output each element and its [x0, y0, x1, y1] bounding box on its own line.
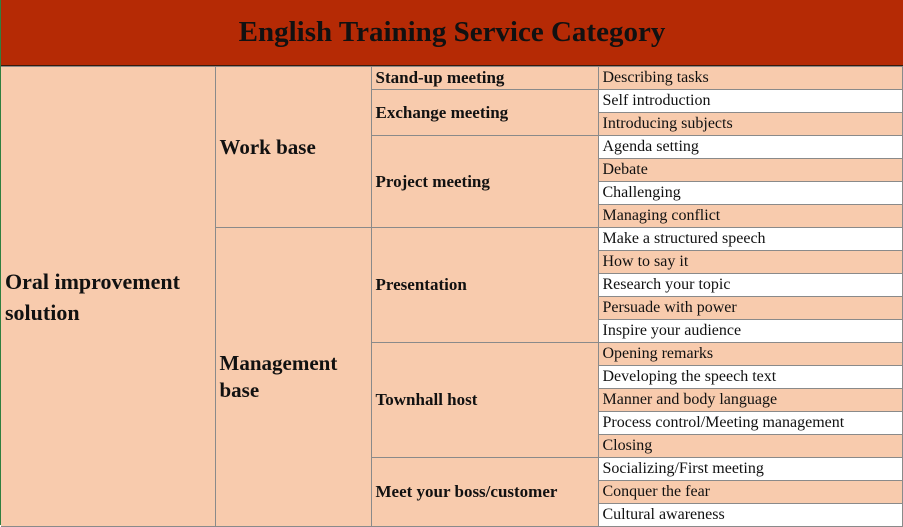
meeting-cell-exchange[interactable]: Exchange meeting [370, 89, 599, 136]
table-row: Townhall host Opening remarks [1, 342, 903, 458]
item-cell[interactable]: Inspire your audience [597, 319, 903, 343]
meeting-cell-presentation[interactable]: Presentation [370, 227, 599, 343]
meeting-cell-standup[interactable]: Stand-up meeting [370, 66, 599, 90]
item-cell[interactable]: Agenda setting [597, 135, 903, 159]
category-cell[interactable]: Oral improvement solution [1, 66, 216, 527]
table-row: Project meeting Agenda setting [1, 135, 903, 228]
table-row: Debate [1, 158, 903, 182]
item-cell[interactable]: Describing tasks [597, 66, 903, 90]
table-row: Oral improvement solution Work base Stan… [1, 66, 903, 527]
table-row: Process control/Meeting management [1, 411, 903, 435]
item-cell[interactable]: Closing [597, 434, 903, 458]
item-cell[interactable]: Challenging [597, 181, 903, 205]
meeting-cell-boss-customer[interactable]: Meet your boss/customer [370, 457, 599, 527]
item-cell[interactable]: Developing the speech text [597, 365, 903, 389]
item-cell[interactable]: Research your topic [597, 273, 903, 297]
item-cell[interactable]: Manner and body language [597, 388, 903, 412]
item-cell[interactable]: Persuade with power [597, 296, 903, 320]
item-cell[interactable]: Process control/Meeting management [597, 411, 903, 435]
item-cell[interactable]: Cultural awareness [597, 503, 903, 527]
table-row: Research your topic [1, 273, 903, 297]
table-row: How to say it [1, 250, 903, 274]
base-cell-work[interactable]: Work base [214, 66, 372, 228]
table-row: Manner and body language [1, 388, 903, 412]
page-title: English Training Service Category [238, 16, 666, 48]
table-row: Challenging [1, 181, 903, 205]
item-cell[interactable]: Introducing subjects [597, 112, 903, 136]
table-row: Meet your boss/customer Socializing/Firs… [1, 457, 903, 527]
table-row: Developing the speech text [1, 365, 903, 389]
base-cell-management[interactable]: Management base [214, 227, 372, 527]
table-row: Introducing subjects [1, 112, 903, 136]
table-row: Managing conflict [1, 204, 903, 228]
item-cell[interactable]: How to say it [597, 250, 903, 274]
item-cell[interactable]: Managing conflict [597, 204, 903, 228]
table-row: Management base Presentation Make a stru… [1, 227, 903, 527]
item-cell[interactable]: Make a structured speech [597, 227, 903, 251]
service-category-table: Oral improvement solution Work base Stan… [1, 66, 903, 527]
title-bar: English Training Service Category [1, 0, 903, 66]
table-row: Conquer the fear [1, 480, 903, 504]
item-cell[interactable]: Debate [597, 158, 903, 182]
table-row: Closing [1, 434, 903, 458]
table-row: Exchange meeting Self introduction [1, 89, 903, 136]
meeting-cell-project[interactable]: Project meeting [370, 135, 599, 228]
item-cell[interactable]: Self introduction [597, 89, 903, 113]
meeting-cell-townhall[interactable]: Townhall host [370, 342, 599, 458]
item-cell[interactable]: Socializing/First meeting [597, 457, 903, 481]
item-cell[interactable]: Opening remarks [597, 342, 903, 366]
item-cell[interactable]: Conquer the fear [597, 480, 903, 504]
